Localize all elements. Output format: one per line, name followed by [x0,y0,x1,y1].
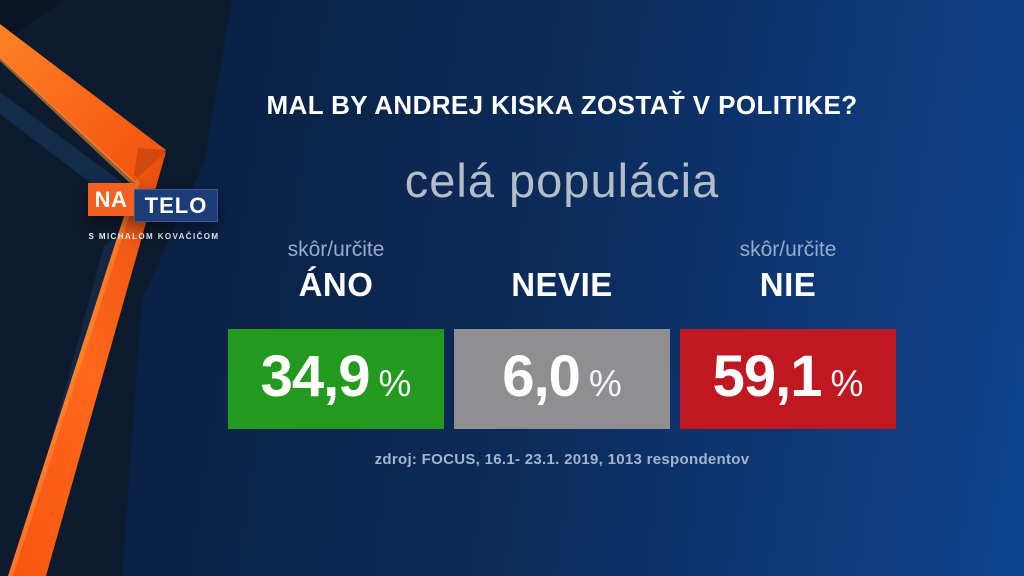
answer-label: NIE [759,266,817,303]
qualifier-label: skôr/určite [287,238,385,261]
background-chevron-graphic [0,0,232,576]
value-box-nie: 59,1% [680,329,896,429]
population-subtitle: celá populácia [404,154,720,207]
show-logo-badges: NA TELO [88,183,218,222]
value-box-ano: 34,9% [228,329,444,429]
result-column-nevie: NEVIE 6,0% [454,238,670,429]
qualifier-label [454,238,670,265]
percent-value: 34,9 [260,343,371,409]
results-row: skôr/určite ÁNO 34,9% NEVIE 6,0% [228,238,896,429]
value-line: 6,0% [502,343,622,410]
result-column-ano: skôr/určite ÁNO 34,9% [228,238,444,429]
logo-tagline: S MICHALOM KOVAČIČOM [88,232,220,241]
value-line: 59,1% [713,343,864,410]
answer-label: ÁNO [298,266,374,303]
qualifier-label: skôr/určite [739,238,837,261]
answer-label: NEVIE [511,266,613,303]
percent-value: 59,1 [712,343,823,409]
value-box-nevie: 6,0% [454,329,670,429]
logo-telo-badge: TELO [134,189,218,222]
percent-value: 6,0 [502,343,581,409]
logo-na-badge: NA [88,183,134,216]
value-line: 34,9% [261,343,412,410]
percent-sign: % [588,362,622,404]
source-attribution: zdroj: FOCUS, 16.1- 23.1. 2019, 1013 res… [374,451,750,468]
percent-sign: % [378,362,412,404]
poll-question-title: MAL BY ANDREJ KISKA ZOSTAŤ V POLITIKE? [266,90,858,120]
poll-content: MAL BY ANDREJ KISKA ZOSTAŤ V POLITIKE? c… [228,0,896,468]
show-logo: NA TELO S MICHALOM KOVAČIČOM [88,183,218,241]
percent-sign: % [830,362,864,404]
result-column-nie: skôr/určite NIE 59,1% [680,238,896,429]
